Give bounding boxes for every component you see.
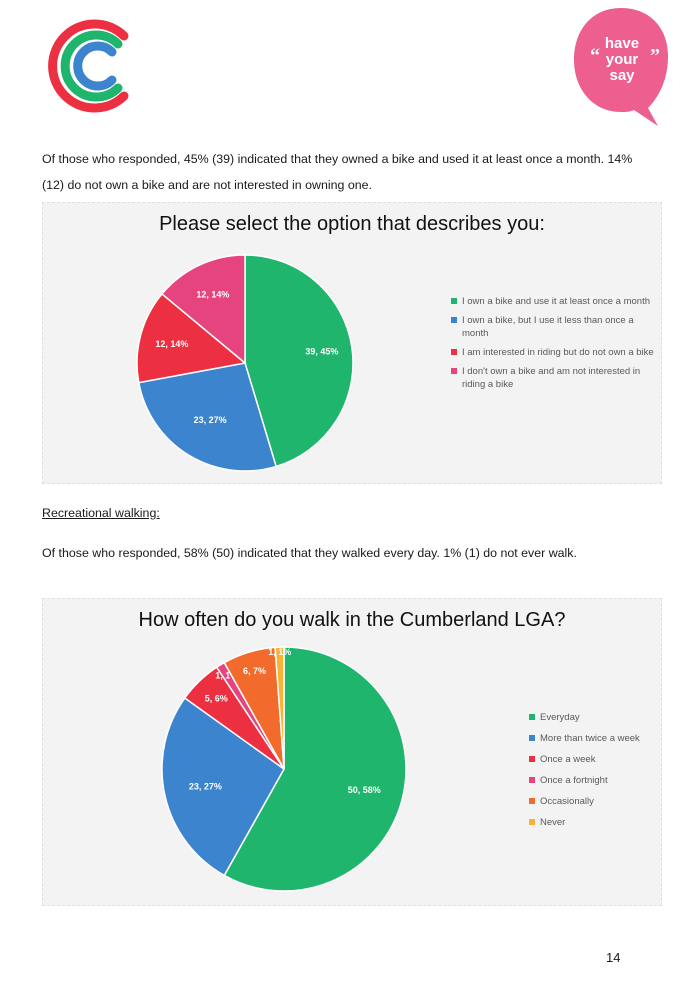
pie-chart: 50, 58%23, 27%5, 6%1, 1% 6, 7%1, 1% <box>161 646 407 892</box>
pie-slice <box>223 646 407 892</box>
walking-frequency-chart: How often do you walk in the Cumberland … <box>42 598 662 906</box>
data-label: 1, 1% <box>215 670 238 680</box>
legend-swatch <box>529 735 535 741</box>
legend-swatch <box>451 368 457 374</box>
legend-swatch <box>451 349 457 355</box>
legend-entry: I don't own a bike and am not interested… <box>451 365 661 391</box>
section-heading: Recreational walking: <box>42 506 160 520</box>
legend-label: I own a bike and use it at least once a … <box>462 296 651 307</box>
legend-entry: Occasionally <box>529 795 669 808</box>
legend-label: Everyday <box>540 712 580 723</box>
data-label: 5, 6% <box>205 694 228 704</box>
legend-label: More than twice a week <box>540 733 640 744</box>
legend-swatch <box>529 798 535 804</box>
legend-entry: Once a fortnight <box>529 774 669 787</box>
chart-title: Please select the option that describes … <box>159 213 545 235</box>
legend-entry: I am interested in riding but do not own… <box>451 346 661 359</box>
svg-text:have: have <box>605 35 639 52</box>
data-label: 23, 27% <box>194 415 227 425</box>
walking-summary-paragraph: Of those who responded, 58% (50) indicat… <box>42 546 577 560</box>
data-label: 1, 1% <box>268 647 291 657</box>
chart-legend: Everyday More than twice a week Once a wee… <box>529 711 669 837</box>
legend-label: Once a week <box>540 754 596 765</box>
logo-arc-blue <box>73 41 117 91</box>
pie-chart: 39, 45% 23, 27% 12, 14% 12, 14% <box>136 254 354 472</box>
page-number: 14 <box>606 950 621 965</box>
data-label: 6, 7% <box>243 666 266 676</box>
legend-label: Occasionally <box>540 796 594 807</box>
data-label: 12, 14% <box>155 339 188 349</box>
data-label: 12, 14% <box>196 290 229 300</box>
svg-text:”: ” <box>650 45 660 67</box>
chart-legend: I own a bike and use it at least once a … <box>451 295 661 397</box>
svg-text:say: say <box>609 67 635 84</box>
legend-swatch <box>529 819 535 825</box>
svg-text:“: “ <box>590 45 600 67</box>
legend-entry: Never <box>529 816 669 829</box>
legend-swatch <box>451 317 457 323</box>
legend-swatch <box>529 714 535 720</box>
data-label: 23, 27% <box>189 782 222 792</box>
pie-slice <box>160 254 246 365</box>
legend-entry: I own a bike, but I use it less than onc… <box>451 314 661 340</box>
legend-label: Never <box>540 817 566 828</box>
pie-slice <box>137 362 278 472</box>
pie-slice <box>244 254 354 468</box>
chart-title: How often do you walk in the Cumberland … <box>138 609 566 631</box>
legend-entry: Everyday <box>529 711 669 724</box>
legend-swatch <box>529 756 535 762</box>
bike-summary-paragraph: Of those who responded, 45% (39) indicat… <box>42 152 633 192</box>
legend-label: Once a fortnight <box>540 775 608 786</box>
have-your-say-logo: have your say “ ” <box>574 8 668 126</box>
bike-ownership-chart: Please select the option that describes … <box>42 202 662 484</box>
logo-arc-red <box>48 19 129 113</box>
legend-swatch <box>451 298 457 304</box>
logo-arc-green <box>60 30 123 102</box>
legend-label: I am interested in riding but do not own… <box>462 347 654 358</box>
pie-slice <box>274 646 285 770</box>
pie-slice <box>161 696 285 877</box>
legend-entry: I own a bike and use it at least once a … <box>451 295 661 308</box>
legend-label: I own a bike, but I use it less than onc… <box>462 315 634 339</box>
legend-label: I don't own a bike and am not interested… <box>462 366 641 390</box>
council-logo <box>48 19 129 113</box>
legend-entry: Once a week <box>529 753 669 766</box>
legend-swatch <box>529 777 535 783</box>
legend-entry: More than twice a week <box>529 732 669 745</box>
data-label: 50, 58% <box>348 785 381 795</box>
pie-slice <box>136 292 247 384</box>
data-label: 39, 45% <box>305 347 338 357</box>
svg-text:your: your <box>606 51 639 68</box>
